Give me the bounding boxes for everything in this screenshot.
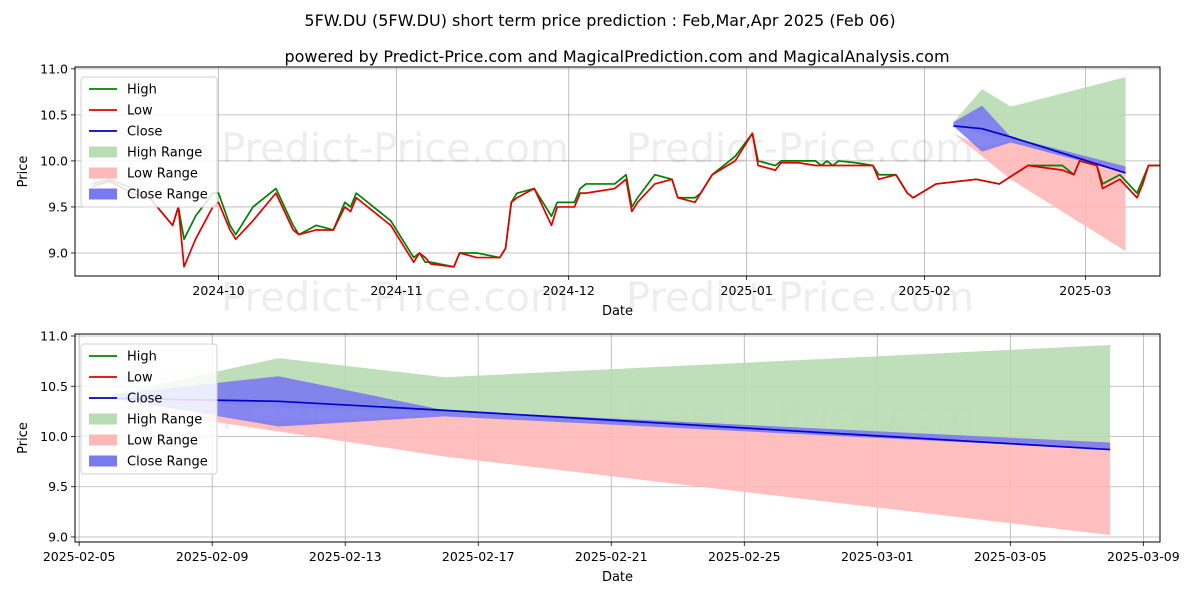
- x-tick-label: 2025-02-17: [442, 549, 515, 564]
- y-axis-label: Price: [16, 422, 31, 454]
- legend-label: Low: [127, 104, 153, 119]
- legend-label: Close: [127, 392, 162, 407]
- legend-swatch: [89, 455, 117, 467]
- y-tick-label: 9.5: [48, 479, 68, 494]
- chart-title: 5FW.DU (5FW.DU) short term price predict…: [304, 11, 895, 30]
- watermark: Predict-Price.com: [221, 126, 569, 172]
- high-series-line: [92, 132, 1160, 268]
- watermark: Predict-Price.com: [626, 126, 974, 172]
- x-tick-label: 2024-10: [192, 283, 244, 298]
- x-axis-label: Date: [602, 570, 633, 585]
- low-range-band: [112, 406, 1111, 535]
- legend: High Low Close High Range Low Range Close Ran…: [80, 76, 218, 208]
- x-tick-label: 2025-02-05: [43, 549, 116, 564]
- chart-subtitle: powered by Predict-Price.com and Magical…: [284, 47, 949, 66]
- legend-label: High Range: [127, 146, 202, 161]
- axes-frame: [74, 66, 1161, 277]
- close-range-band: [953, 105, 1126, 173]
- axes-frame: [74, 333, 1161, 543]
- y-axis-label: Price: [16, 156, 31, 188]
- plot-area: [112, 345, 1111, 535]
- legend-label: Close Range: [127, 188, 208, 203]
- x-tick-label: 2025-02-09: [176, 549, 249, 564]
- x-tick-label: 2025-01: [721, 283, 773, 298]
- legend-label: High: [127, 350, 157, 365]
- legend-label: Close: [127, 125, 162, 140]
- x-axis-label: Date: [602, 304, 633, 319]
- top-chart-panel: 2024-10 2024-11 2024-12 2025-01 2025-02 2025-…: [16, 61, 1161, 321]
- x-tick-label: 2025-02-25: [708, 549, 781, 564]
- legend-label: Close Range: [127, 455, 208, 470]
- high-range-band: [112, 345, 1111, 443]
- close-series-line: [953, 125, 1126, 174]
- legend-swatch: [89, 188, 117, 200]
- x-tick-label: 2025-03-05: [974, 549, 1047, 564]
- y-tick-label: 11.0: [40, 61, 68, 76]
- legend: High Low Close High Range Low Range Close Ran…: [80, 343, 218, 475]
- low-series-line: [91, 132, 1160, 268]
- legend-swatch: [89, 146, 117, 158]
- legend-label: Low: [127, 371, 153, 386]
- watermark: Predict-Price.com: [221, 275, 569, 321]
- legend-label: High Range: [127, 413, 202, 428]
- x-tick-label: 2025-03-01: [841, 549, 914, 564]
- x-tick-label: 2024-12: [543, 283, 595, 298]
- high-range-band: [953, 77, 1126, 167]
- y-tick-label: 10.5: [40, 379, 68, 394]
- x-tick-label: 2025-02-21: [575, 549, 648, 564]
- legend-swatch: [89, 413, 117, 425]
- x-tick-label: 2025-02-13: [309, 549, 382, 564]
- y-tick-label: 10.5: [40, 107, 68, 122]
- y-tick-label: 9.5: [48, 199, 68, 214]
- y-tick-label: 9.0: [48, 245, 68, 260]
- y-tick-label: 10.0: [40, 429, 68, 444]
- x-tick-label: 2024-11: [370, 283, 422, 298]
- legend-swatch: [89, 434, 117, 446]
- x-tick-label: 2025-03: [1059, 283, 1111, 298]
- low-range-band: [953, 133, 1126, 252]
- watermark: Predict-Price.com: [626, 275, 974, 321]
- legend-label: Low Range: [127, 434, 198, 449]
- y-tick-label: 10.0: [40, 153, 68, 168]
- y-tick-label: 11.0: [40, 329, 68, 344]
- close-range-band: [112, 376, 1111, 450]
- legend-swatch: [89, 167, 117, 179]
- x-tick-label: 2025-02: [899, 283, 951, 298]
- legend-label: Low Range: [127, 167, 198, 182]
- y-tick-label: 9.0: [48, 529, 68, 544]
- plot-area: [91, 77, 1160, 268]
- bottom-chart-panel: 2025-02-05 2025-02-09 2025-02-13 2025-02-17…: [16, 329, 1180, 585]
- x-tick-label: 2025-03-09: [1107, 549, 1180, 564]
- legend-label: High: [127, 83, 157, 98]
